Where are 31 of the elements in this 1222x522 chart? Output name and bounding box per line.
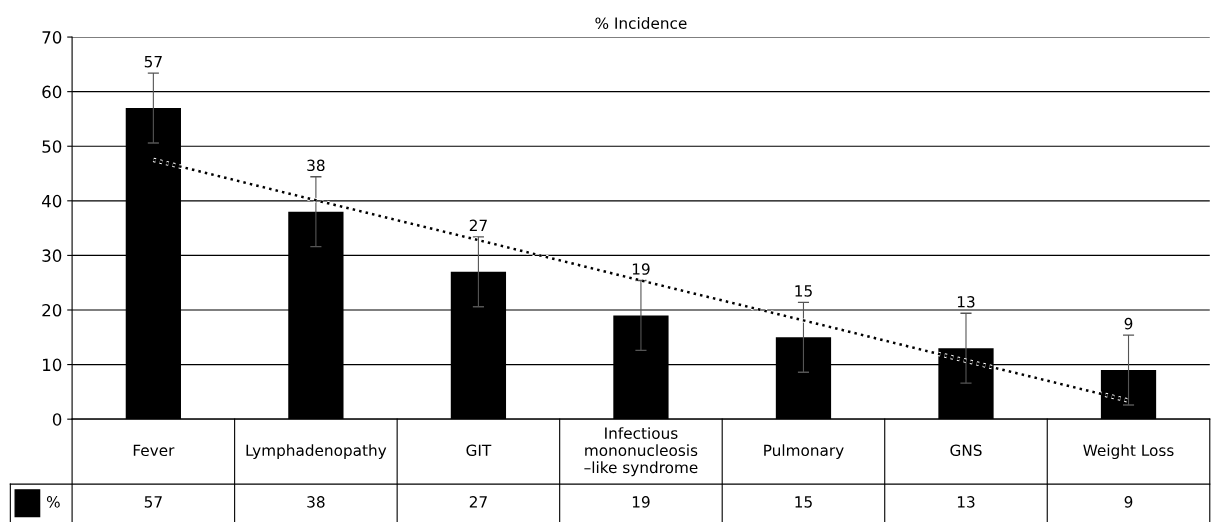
text: 9 — [1124, 317, 1133, 330]
text: 19 — [632, 263, 650, 275]
text: 38 — [307, 159, 325, 172]
chart-title: % Incidence — [595, 17, 687, 29]
data-label: 9 — [1124, 496, 1133, 508]
data-label: 38 — [307, 496, 325, 508]
y-tick-label: 0 — [52, 413, 62, 426]
data-label: 27 — [469, 496, 487, 508]
x-tick-label: Infectious mononucleosis –like syndrome — [584, 427, 698, 477]
x-tick-label: Lymphadenopathy — [246, 444, 387, 460]
x-tick-label: GIT — [466, 444, 492, 457]
text: 13 — [957, 296, 975, 308]
x-tick-label: Weight Loss — [1083, 444, 1174, 460]
y-tick-label: 70 — [42, 31, 62, 44]
data-label: 13 — [957, 496, 975, 508]
text: 27 — [469, 219, 487, 231]
y-tick-label: 10 — [43, 358, 62, 372]
y-tick-label: 30 — [42, 249, 62, 262]
x-tick-label: GNS — [950, 444, 982, 457]
data-label: 19 — [632, 496, 650, 508]
data-label: 15 — [795, 496, 812, 508]
y-tick-label: 20 — [42, 303, 62, 317]
x-tick-label: Fever — [133, 444, 175, 457]
y-tick-label: 50 — [42, 140, 62, 153]
legend-label: % — [46, 496, 60, 508]
data-label: 57 — [144, 496, 162, 508]
x-tick-label: Pulmonary — [764, 444, 844, 460]
text: 15 — [795, 285, 812, 297]
y-tick-label: 40 — [41, 194, 62, 208]
text: 57 — [144, 56, 162, 68]
y-tick-label: 60 — [42, 85, 62, 99]
